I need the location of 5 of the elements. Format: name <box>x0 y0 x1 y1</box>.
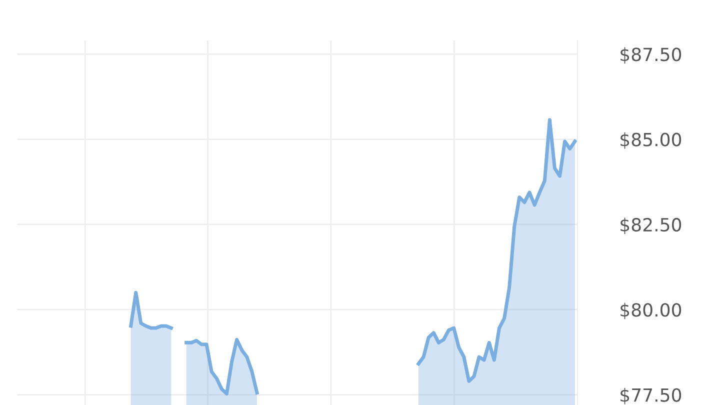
y-tick-label: $85.00 <box>620 132 682 149</box>
y-tick-label: $87.50 <box>620 47 682 64</box>
y-tick-label: $82.50 <box>620 218 682 234</box>
y-tick-label: $80.00 <box>620 302 682 320</box>
y-tick-label: $77.50 <box>620 388 682 404</box>
